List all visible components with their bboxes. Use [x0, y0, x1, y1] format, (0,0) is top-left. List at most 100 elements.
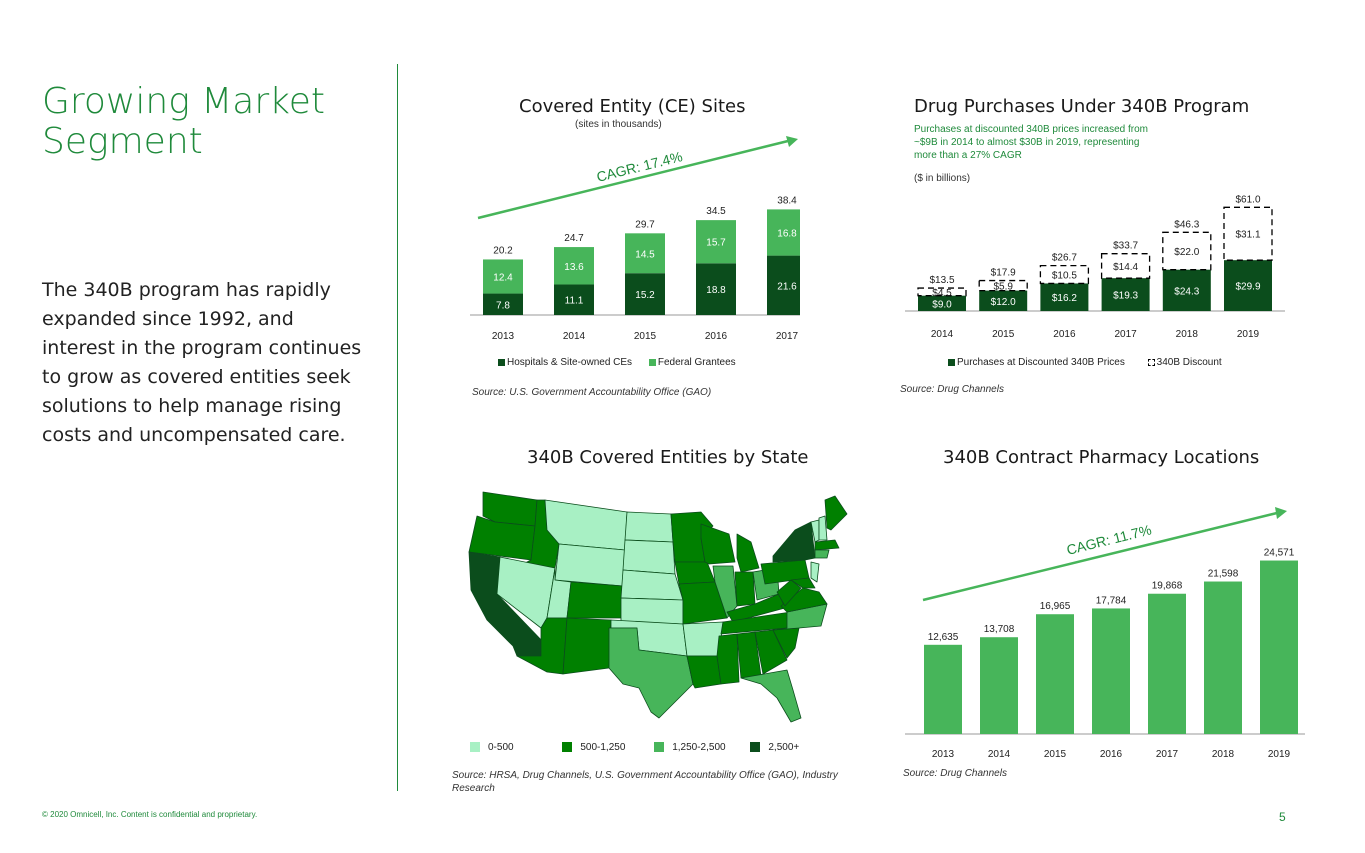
us-states-map [468, 491, 848, 723]
state-co [566, 581, 624, 619]
ce-bar-label-grantees: 13.6 [564, 262, 584, 273]
state-nd [624, 511, 674, 543]
legend-label: 340B Discount [1156, 357, 1222, 368]
map-legend-item: 2,500+ [750, 742, 799, 753]
drug-legend-item-discount: 340B Discount [1147, 357, 1222, 368]
pharmacy-chart-title: 340B Contract Pharmacy Locations [943, 447, 1260, 468]
drug-chart-unit: ($ in billions) [914, 173, 971, 184]
ce-x-tick: 2017 [776, 331, 799, 342]
drug-source: Source: Drug Channels [900, 384, 1004, 395]
state-la [686, 655, 722, 689]
drug-bar-label-discount: $5.9 [993, 282, 1013, 293]
ce-bar-label-hospitals: 21.6 [777, 281, 797, 292]
state-wv [776, 579, 802, 607]
ce-bar-grantees [554, 247, 594, 285]
pharm-x-tick: 2018 [1212, 749, 1235, 760]
map-legend-item: 500-1,250 [562, 742, 625, 753]
ce-bar-hospitals [696, 263, 736, 315]
drug-purchases-chart: $9.0$4.5 $13.5 2014 $12.0 $5.9 $17.9 2015 $16.2… [905, 194, 1285, 340]
pharm-x-tick: 2015 [1044, 749, 1067, 760]
drug-bar-purchases [1162, 269, 1211, 311]
pharmacy-source: Source: Drug Channels [903, 768, 1007, 779]
drug-bar-purchases [918, 295, 966, 311]
drug-bar-label-purchases: $12.0 [991, 297, 1016, 308]
drug-bar-total: $46.3 [1174, 219, 1199, 230]
drug-legend: Purchases at Discounted 340B Prices 340B… [948, 357, 1222, 368]
ce-bar-total: 34.5 [706, 206, 726, 217]
ce-bar-hospitals [767, 255, 800, 315]
pharm-x-tick: 2017 [1156, 749, 1179, 760]
pharmacy-locations-chart: 12,635 2013 13,708 2014 16,965 2015 17,784 2016… [905, 507, 1305, 760]
drug-bar-label-purchases: $29.9 [1235, 282, 1260, 293]
drug-bar-discount [917, 287, 967, 297]
drug-x-tick: 2017 [1114, 329, 1137, 340]
state-wi [700, 523, 736, 565]
ce-bar-total: 20.2 [493, 245, 513, 256]
ce-bar-label-hospitals: 7.8 [496, 300, 510, 311]
map-source: Source: HRSA, Drug Channels, U.S. Govern… [452, 770, 838, 794]
state-tx [608, 627, 694, 719]
ce-x-tick: 2016 [705, 331, 728, 342]
drug-bar-total: $61.0 [1235, 194, 1260, 205]
drug-x-tick: 2019 [1237, 329, 1260, 340]
ce-x-tick: 2015 [634, 331, 657, 342]
legend-swatch-light [648, 358, 656, 366]
pharm-bar [1092, 608, 1130, 734]
pharm-x-tick: 2019 [1268, 749, 1291, 760]
ce-chart-subtitle: (sites in thousands) [575, 119, 662, 130]
ce-bar-grantees [483, 259, 523, 294]
pharm-cagr-arrowhead [1275, 507, 1287, 519]
pharm-x-tick: 2014 [988, 749, 1011, 760]
drug-x-tick: 2018 [1176, 329, 1199, 340]
pharm-x-tick: 2016 [1100, 749, 1123, 760]
state-me [824, 495, 848, 531]
page-number: 5 [1279, 810, 1286, 824]
drug-legend-item-purchases: Purchases at Discounted 340B Prices [948, 357, 1125, 368]
drug-bar-label-purchases: $9.0 [932, 299, 952, 310]
drug-chart-title: Drug Purchases Under 340B Program [914, 96, 1250, 117]
drug-bar-total: $26.7 [1052, 253, 1077, 264]
ce-x-tick: 2014 [563, 331, 586, 342]
drug-bar-label-discount: $22.0 [1174, 247, 1199, 258]
ce-bar-total: 38.4 [777, 195, 797, 206]
drug-bar-discount [1039, 264, 1090, 285]
drug-bar-purchases [979, 290, 1028, 311]
state-ms [716, 633, 740, 685]
drug-bar-total: $13.5 [929, 275, 954, 286]
drug-bar-discount [978, 279, 1028, 292]
ce-bar-total: 24.7 [564, 233, 584, 244]
pharm-bar [1148, 593, 1186, 734]
drug-bar-total: $17.9 [991, 268, 1016, 279]
pharm-bar-label: 13,708 [984, 624, 1015, 635]
legend-label: Hospitals & Site-owned CEs [507, 357, 633, 368]
state-nh [818, 515, 828, 541]
state-mt [544, 499, 628, 551]
legend-label: 1,250-2,500 [672, 742, 726, 753]
legend-label: 0-500 [488, 742, 514, 753]
vertical-divider [397, 64, 398, 791]
ce-legend-item-hospitals: Hospitals & Site-owned CEs [498, 357, 632, 368]
state-ma [814, 539, 840, 551]
state-md [790, 577, 816, 589]
legend-swatch-dark [948, 358, 955, 366]
legend-swatch-dark [498, 358, 505, 366]
drug-bar-purchases [1040, 283, 1089, 311]
ce-bar-label-grantees: 16.8 [777, 229, 797, 240]
pharm-bar-label: 16,965 [1040, 601, 1071, 612]
pharm-cagr-arrow [922, 511, 1278, 602]
pharm-bar-label: 19,868 [1152, 581, 1183, 592]
drug-bar-discount [1100, 253, 1151, 279]
state-va [780, 587, 828, 613]
state-mo [678, 581, 728, 625]
drug-chart-note: Purchases at discounted 340B prices incr… [914, 124, 1149, 161]
ce-legend: Hospitals & Site-owned CEs Federal Grant… [498, 357, 736, 368]
ce-x-tick: 2013 [492, 331, 515, 342]
drug-bar-label-discount: $10.5 [1052, 271, 1077, 282]
legend-label: Federal Grantees [657, 357, 736, 368]
ce-bar-label-hospitals: 15.2 [635, 290, 655, 301]
state-fl [740, 669, 802, 723]
ce-bar-label-hospitals: 11.1 [565, 296, 584, 307]
ce-bar-grantees [696, 220, 736, 264]
ce-bar-label-grantees: 15.7 [706, 238, 726, 249]
state-ne [620, 569, 684, 601]
